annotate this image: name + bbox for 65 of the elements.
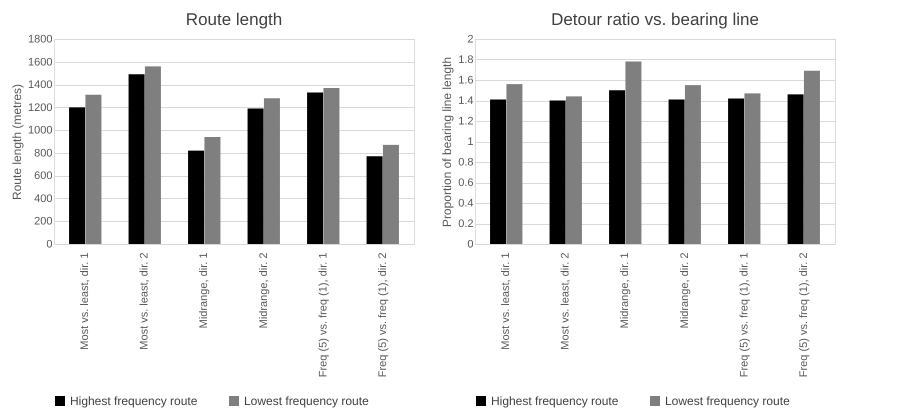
y-tick-label: 2 — [467, 34, 474, 46]
chart-title: Detour ratio vs. bearing line — [551, 10, 759, 29]
y-axis-title: Route length (metres) — [10, 84, 24, 200]
bar — [85, 94, 102, 244]
legend-label: Lowest frequency route — [665, 394, 790, 408]
bar — [684, 85, 701, 244]
bar — [490, 99, 506, 244]
y-tick-label: 1.8 — [458, 54, 474, 66]
bar — [264, 98, 280, 244]
bar — [550, 100, 566, 244]
y-tick-label: 0.8 — [458, 156, 474, 168]
bar — [788, 94, 804, 244]
bar — [69, 107, 86, 244]
x-tick-label: Freq (5) vs. freq (1), dir. 2 — [376, 252, 389, 378]
y-tick-label: 600 — [34, 170, 52, 182]
y-tick-label: 1000 — [28, 124, 52, 137]
legend-label: Lowest frequency route — [244, 394, 370, 408]
x-tick-label: Midrange, dir. 1 — [198, 252, 210, 328]
y-tick-label: 800 — [34, 147, 52, 160]
bar — [366, 156, 383, 244]
y-tick-label: 1.6 — [458, 74, 474, 86]
y-tick-label: 400 — [34, 192, 52, 205]
x-tick-label: Midrange, dir. 2 — [678, 252, 691, 328]
bar — [804, 70, 820, 244]
x-tick-label: Midrange, dir. 2 — [258, 252, 270, 328]
bar — [744, 93, 760, 244]
x-tick-label: Most vs. least, dir. 2 — [138, 252, 151, 350]
bar — [566, 96, 582, 244]
y-tick-label: 0.2 — [458, 218, 474, 230]
bar — [323, 88, 340, 244]
chart-title: Route length — [186, 10, 282, 29]
y-tick-label: 1.4 — [458, 95, 474, 107]
bar — [248, 108, 264, 244]
y-tick-label: 1 — [467, 136, 474, 148]
bar — [625, 62, 642, 244]
bar — [668, 99, 685, 244]
bar — [204, 136, 220, 244]
y-tick-label: 0 — [46, 238, 52, 250]
bar — [506, 84, 522, 244]
x-tick-label: Freq (5) vs. freq (1), dir. 1 — [317, 252, 330, 378]
legend-label: Highest frequency route — [491, 394, 619, 408]
bar — [728, 98, 744, 244]
y-tick-label: 1200 — [28, 102, 52, 114]
y-tick-label: 0.4 — [458, 198, 474, 210]
x-tick-label: Most vs. least, dir. 2 — [560, 252, 572, 350]
bar — [307, 92, 324, 244]
y-tick-label: 1600 — [28, 56, 52, 68]
y-tick-label: 1400 — [28, 79, 52, 92]
legend-label: Highest frequency route — [70, 394, 198, 408]
y-tick-label: 1800 — [28, 34, 52, 46]
y-tick-label: 0 — [467, 238, 474, 250]
x-tick-label: Most vs. least, dir. 1 — [79, 252, 92, 350]
x-tick-label: Most vs. least, dir. 1 — [500, 252, 512, 350]
bar — [382, 144, 399, 244]
y-tick-label: 0.6 — [458, 177, 474, 189]
y-tick-label: 200 — [34, 216, 52, 228]
y-tick-label: 1.2 — [458, 116, 474, 128]
x-tick-label: Midrange, dir. 1 — [619, 252, 632, 328]
bar — [188, 150, 204, 244]
x-tick-label: Freq (5) vs. freq (1), dir. 2 — [798, 252, 810, 378]
bar — [609, 90, 626, 244]
x-tick-label: Freq (5) vs. freq (1), dir. 1 — [738, 252, 750, 378]
bar — [144, 66, 161, 244]
bar — [128, 74, 145, 244]
y-axis-title: Proportion of bearing line length — [440, 56, 454, 228]
